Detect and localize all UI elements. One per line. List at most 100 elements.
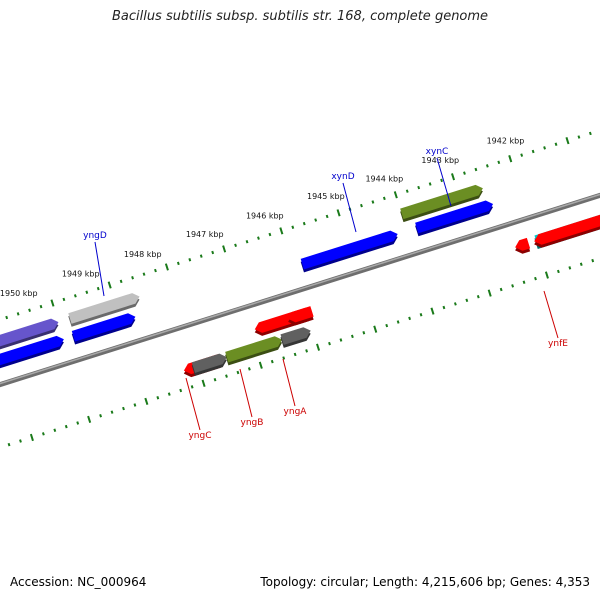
ruler-minor-tick (110, 410, 114, 414)
ruler-major-tick (336, 209, 341, 217)
ruler-minor-tick (556, 269, 560, 274)
ruler-minor-tick (119, 279, 123, 284)
ruler-minor-tick (371, 200, 375, 204)
gene-feature-body (0, 335, 64, 366)
ruler-minor-tick (405, 189, 409, 193)
gene-leader-line (239, 368, 253, 418)
ruler-minor-tick (465, 298, 469, 303)
genome-backbone (0, 192, 600, 388)
ruler-minor-tick (167, 392, 171, 396)
ruler-minor-tick (96, 286, 100, 291)
scale-label: 1949 kbp (62, 269, 100, 278)
map-title: Bacillus subtilis subsp. subtilis str. 1… (111, 9, 489, 24)
ruler-minor-tick (485, 164, 489, 168)
ruler-minor-tick (568, 266, 572, 270)
ruler-major-tick (508, 155, 513, 163)
ruler-minor-tick (16, 312, 20, 316)
ruler-minor-tick (453, 302, 457, 306)
scale-label: 1942 kbp (487, 136, 525, 145)
ruler-minor-tick (73, 294, 77, 298)
gene-feature-body (280, 327, 311, 345)
ruler-major-tick (258, 361, 263, 369)
gene-feature (415, 200, 494, 237)
ruler-major-tick (164, 263, 169, 271)
gene-leader-line (185, 377, 201, 431)
ruler-minor-tick (236, 370, 240, 375)
ruler-minor-tick (396, 320, 400, 324)
ruler-major-tick (373, 325, 378, 333)
ruler-minor-tick (282, 356, 286, 360)
inner-ruler (7, 258, 595, 447)
ruler-minor-tick (499, 287, 503, 292)
ruler-minor-tick (328, 341, 331, 346)
scale-label: 1950 kbp (0, 289, 38, 298)
ruler-minor-tick (511, 284, 515, 288)
ruler-minor-tick (360, 203, 363, 208)
ruler-minor-tick (199, 254, 203, 258)
gene-feature (300, 230, 398, 273)
gene-feature (288, 306, 314, 326)
gene-feature-body (415, 200, 494, 234)
ruler-minor-tick (522, 280, 526, 285)
topology-text: Topology: circular; Length: 4,215,606 bp… (260, 575, 590, 589)
ruler-minor-tick (188, 258, 192, 262)
ruler-minor-tick (85, 290, 89, 294)
ruler-major-tick (430, 307, 435, 315)
ruler-major-tick (107, 281, 112, 289)
ruler-minor-tick (577, 135, 581, 139)
ruler-major-tick (487, 289, 492, 297)
ruler-minor-tick (428, 182, 432, 186)
gene-feature-body (515, 237, 531, 251)
gene-label-yngB: yngB (241, 418, 264, 428)
ruler-minor-tick (385, 323, 389, 328)
ruler-minor-tick (554, 142, 558, 146)
ruler-minor-tick (179, 388, 183, 393)
ruler-minor-tick (417, 185, 421, 190)
accession-text: Accession: NC_000964 (10, 575, 147, 589)
gene-feature (280, 327, 311, 348)
gene-label-xynC: xynC (426, 147, 449, 157)
ruler-minor-tick (53, 428, 57, 432)
ruler-minor-tick (122, 406, 125, 411)
gene-label-yngD: yngD (83, 231, 107, 241)
ruler-minor-tick (225, 374, 228, 378)
ruler-minor-tick (19, 439, 22, 443)
gene-feature-body (300, 230, 398, 270)
gene-label-yngC: yngC (188, 431, 211, 441)
gene-feature (191, 353, 227, 376)
outer-ruler (5, 131, 592, 320)
ruler-minor-tick (350, 334, 354, 339)
gene-leader-line (94, 241, 105, 297)
ruler-minor-tick (497, 160, 501, 165)
gene-feature (515, 237, 531, 254)
ruler-major-tick (201, 379, 206, 387)
ruler-minor-tick (305, 349, 309, 353)
ruler-major-tick (451, 173, 456, 181)
ruler-minor-tick (142, 272, 146, 276)
gene-leader-line (342, 182, 357, 233)
ruler-minor-tick (314, 218, 318, 222)
ruler-minor-tick (270, 359, 274, 364)
ruler-minor-tick (382, 196, 386, 201)
scale-label: 1946 kbp (246, 211, 284, 220)
ruler-minor-tick (245, 239, 249, 244)
scale-label: 1947 kbp (186, 230, 224, 239)
genome-backbone-highlight (0, 193, 600, 385)
ruler-major-tick (50, 299, 55, 307)
gene-feature-body (191, 353, 227, 373)
ruler-major-tick (29, 433, 34, 442)
ruler-major-tick (144, 397, 149, 405)
ruler-minor-tick (362, 331, 366, 335)
ruler-major-tick (222, 245, 227, 253)
ruler-minor-tick (62, 297, 66, 302)
gene-label-yngA: yngA (284, 407, 308, 417)
gene-feature-body (68, 293, 140, 324)
gene-label-xynD: xynD (331, 172, 354, 182)
ruler-minor-tick (257, 236, 260, 240)
gene-feature (68, 293, 140, 327)
scale-label: 1948 kbp (124, 250, 162, 259)
ruler-major-tick (87, 415, 92, 424)
ruler-minor-tick (293, 352, 297, 357)
gene-feature (400, 184, 483, 223)
ruler-minor-tick (131, 276, 134, 280)
